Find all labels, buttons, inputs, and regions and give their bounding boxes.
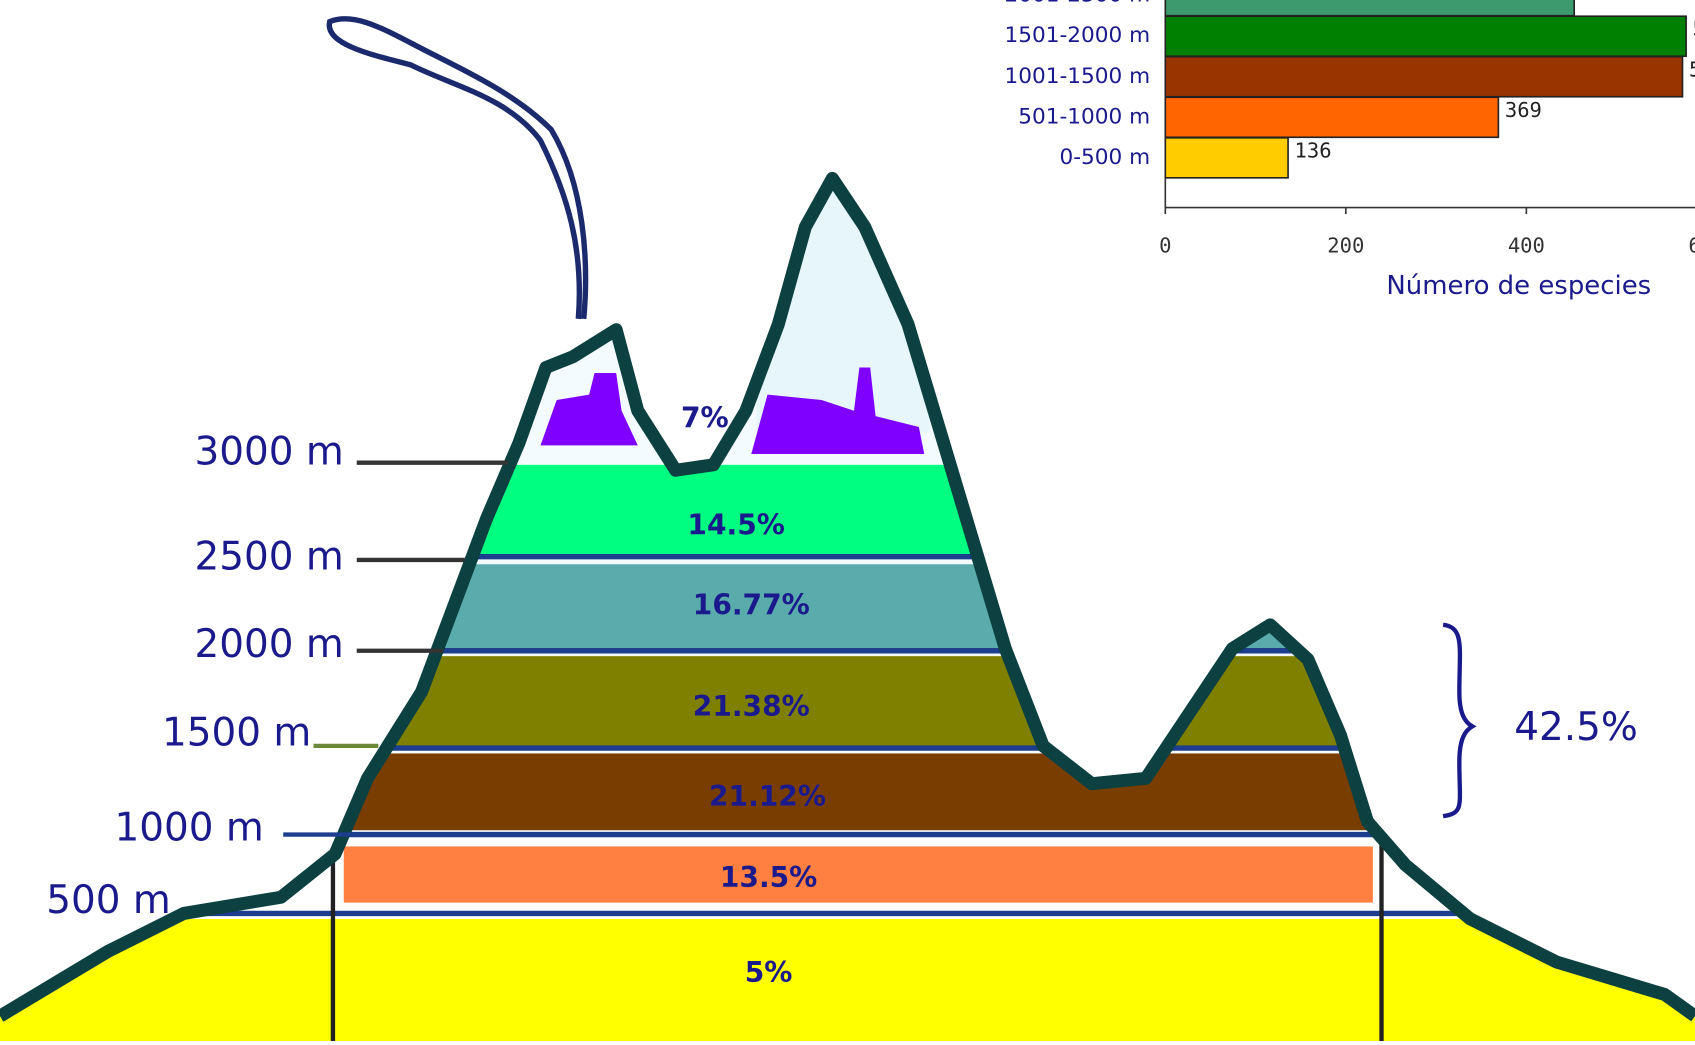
band-label: 13.5%: [720, 861, 817, 894]
bar: [1165, 57, 1682, 97]
bar-chart: 0 200 400 600 Número de especies 0-500 m 136 50…: [1004, 0, 1695, 301]
smoke: [329, 19, 585, 319]
value-label: 136: [1295, 138, 1332, 162]
y-tick-label: 0-500 m: [1059, 145, 1150, 170]
value-label: 369: [1505, 98, 1542, 122]
altitude-label: 2500 m: [194, 534, 343, 579]
band-label: 5%: [745, 956, 793, 989]
band-label: 7%: [681, 401, 729, 434]
band-label: 21.38%: [693, 690, 810, 723]
x-tick-label: 600: [1688, 233, 1695, 257]
x-tick-label: 0: [1159, 233, 1171, 257]
value-label: 573: [1689, 57, 1695, 81]
band-label: 16.77%: [693, 588, 810, 621]
x-tick-label: 400: [1508, 233, 1545, 257]
y-tick-label: 1001-1500 m: [1004, 64, 1150, 89]
y-tick-label: 1501-2000 m: [1004, 23, 1150, 48]
bracket-label: 42.5%: [1514, 705, 1638, 750]
altitude-label: 3000 m: [194, 430, 343, 475]
bar: [1165, 0, 1574, 16]
bar: [1165, 16, 1686, 56]
y-tick-label: 2001-2500 m: [1004, 0, 1150, 8]
x-axis-title: Número de especies: [1386, 271, 1651, 301]
altitude-label: 1000 m: [114, 806, 263, 851]
bar: [1165, 97, 1498, 137]
band-label: 14.5%: [687, 508, 784, 541]
bar: [1165, 138, 1288, 178]
bracket: [1443, 625, 1472, 816]
y-tick-label: 501-1000 m: [1018, 104, 1150, 129]
band-label: 21.12%: [709, 780, 826, 813]
altitude-label: 1500 m: [162, 711, 311, 756]
altitude-label: 2000 m: [194, 622, 343, 667]
altitude-label: 500 m: [46, 878, 171, 923]
x-tick-label: 200: [1327, 233, 1364, 257]
